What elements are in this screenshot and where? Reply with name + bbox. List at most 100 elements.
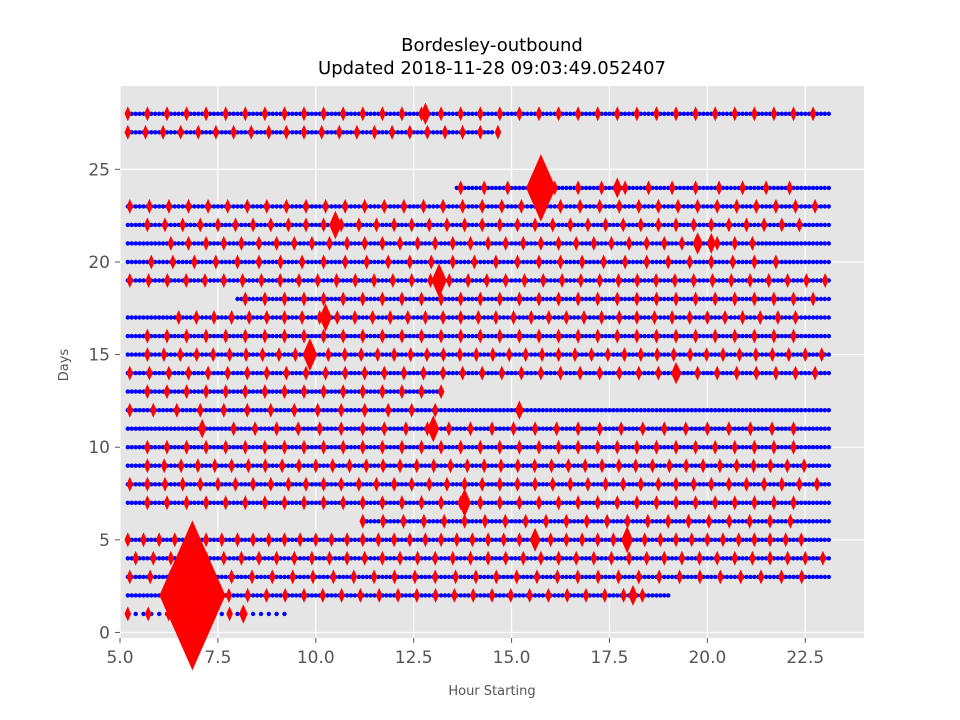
observation-dot — [517, 315, 522, 320]
observation-dot — [294, 482, 299, 487]
delay-marker — [692, 439, 699, 455]
observation-dot — [572, 315, 577, 320]
observation-dot — [548, 500, 553, 505]
observation-dot — [478, 519, 483, 524]
delay-marker — [696, 550, 703, 566]
observation-dot — [129, 593, 134, 598]
observation-dot — [685, 574, 690, 580]
observation-dot — [462, 574, 467, 580]
observation-dot — [615, 241, 620, 246]
delay-marker — [577, 273, 585, 288]
large-delay-marker — [628, 584, 638, 606]
observation-dot — [822, 519, 827, 524]
observation-dot — [540, 482, 546, 487]
observation-dot — [767, 408, 773, 413]
delay-marker — [477, 439, 484, 455]
observation-dot — [501, 315, 506, 320]
observation-dot — [677, 519, 683, 524]
observation-dot — [364, 574, 369, 580]
delay-marker — [467, 421, 474, 437]
delay-marker — [343, 550, 351, 566]
observation-dot — [211, 408, 217, 413]
observation-dot — [662, 278, 667, 283]
observation-dot — [681, 333, 687, 339]
observation-dot — [763, 204, 769, 209]
observation-dot — [435, 370, 440, 376]
observation-dot — [305, 296, 311, 302]
delay-marker — [709, 273, 716, 288]
observation-dot — [411, 370, 416, 376]
observation-dot — [380, 259, 385, 265]
observation-dot — [254, 315, 260, 320]
delay-marker — [653, 328, 660, 344]
delay-marker — [632, 458, 639, 474]
observation-dot — [650, 333, 655, 339]
observation-dot — [540, 426, 546, 431]
observation-dot — [767, 204, 773, 209]
observation-dot — [388, 574, 393, 580]
delay-marker — [770, 106, 778, 122]
observation-dot — [395, 370, 401, 376]
observation-dot — [168, 408, 174, 413]
observation-dot — [403, 296, 409, 302]
observation-dot — [583, 241, 589, 246]
delay-marker — [746, 513, 753, 529]
observation-dot — [662, 333, 667, 339]
delay-marker — [601, 587, 609, 603]
delay-marker — [440, 513, 448, 529]
observation-dot — [673, 408, 679, 413]
observation-dot — [384, 278, 389, 283]
delay-marker — [453, 532, 461, 548]
observation-dot — [626, 185, 632, 191]
delay-marker — [653, 291, 660, 307]
observation-dot — [399, 259, 405, 265]
observation-dot — [705, 333, 710, 339]
observation-dot — [622, 500, 628, 505]
observation-dot — [450, 130, 455, 135]
observation-dot — [368, 389, 373, 394]
observation-dot — [356, 315, 362, 320]
delay-marker — [144, 347, 151, 363]
delay-marker — [281, 384, 288, 400]
observation-dot — [814, 241, 820, 246]
observation-dot — [278, 482, 283, 487]
observation-dot — [485, 315, 491, 320]
delay-marker — [614, 291, 621, 307]
delay-marker — [818, 347, 825, 363]
delay-marker — [273, 550, 280, 566]
observation-dot — [775, 500, 781, 505]
delay-marker — [555, 291, 562, 307]
observation-dot — [352, 204, 358, 209]
observation-dot — [760, 408, 765, 413]
delay-marker — [496, 106, 504, 122]
observation-dot — [133, 352, 138, 357]
observation-dot — [419, 259, 424, 265]
delay-marker — [255, 550, 263, 566]
observation-dot — [235, 574, 240, 580]
observation-dot — [184, 352, 189, 357]
observation-dot — [622, 315, 628, 320]
observation-dot — [211, 426, 217, 431]
observation-dot — [466, 445, 471, 450]
observation-dot — [807, 482, 812, 487]
observation-dot — [211, 333, 217, 339]
observation-dot — [262, 222, 268, 228]
delay-marker — [165, 365, 173, 381]
delay-marker — [247, 124, 255, 140]
observation-dot — [556, 463, 561, 468]
observation-dot — [286, 241, 291, 246]
observation-dot — [568, 500, 573, 505]
observation-dot — [325, 463, 330, 468]
delay-marker — [749, 235, 756, 251]
observation-dot — [728, 574, 734, 580]
delay-marker — [531, 476, 539, 492]
delay-marker — [488, 421, 496, 437]
observation-dot — [200, 259, 205, 265]
delay-marker — [398, 106, 406, 122]
observation-dot — [125, 241, 130, 246]
delay-marker — [502, 513, 509, 529]
observation-dot — [814, 463, 820, 468]
delay-marker — [275, 347, 283, 363]
observation-dot — [337, 241, 342, 246]
observation-dot — [438, 426, 444, 431]
